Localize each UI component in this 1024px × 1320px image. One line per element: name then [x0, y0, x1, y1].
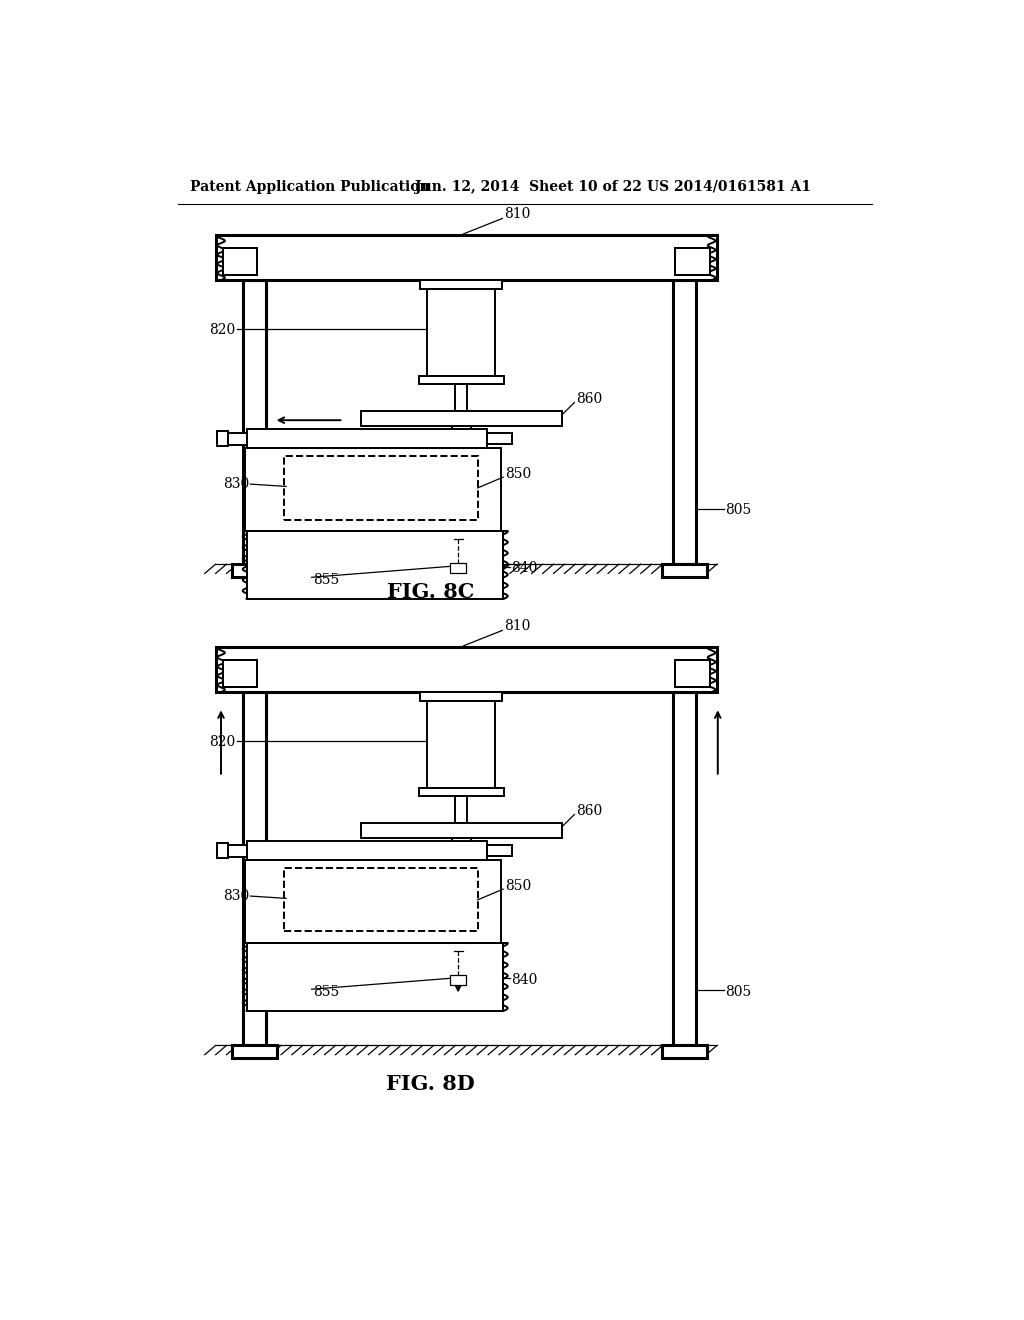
- Bar: [226, 433, 247, 445]
- Bar: [452, 426, 471, 429]
- Text: Patent Application Publication: Patent Application Publication: [190, 180, 430, 194]
- Text: FIG. 8C: FIG. 8C: [387, 582, 474, 602]
- Bar: [231, 564, 276, 577]
- Bar: [247, 429, 486, 447]
- Bar: [231, 1045, 276, 1057]
- Bar: [225, 251, 255, 273]
- Text: 830: 830: [222, 890, 249, 903]
- Text: 840: 840: [511, 561, 538, 576]
- Text: 850: 850: [505, 879, 530, 894]
- Bar: [248, 531, 503, 599]
- Bar: [486, 845, 512, 857]
- Bar: [243, 280, 266, 564]
- Bar: [455, 384, 467, 411]
- Bar: [675, 248, 710, 276]
- Text: 840: 840: [511, 973, 538, 987]
- Bar: [217, 432, 228, 446]
- Text: Jun. 12, 2014  Sheet 10 of 22: Jun. 12, 2014 Sheet 10 of 22: [415, 180, 642, 194]
- Bar: [678, 251, 708, 273]
- Bar: [216, 647, 717, 692]
- Text: 805: 805: [725, 503, 751, 517]
- Bar: [675, 248, 710, 276]
- Text: 855: 855: [313, 985, 340, 998]
- Bar: [222, 660, 257, 688]
- Bar: [486, 433, 512, 444]
- Bar: [427, 289, 496, 376]
- Bar: [420, 692, 503, 701]
- Text: 860: 860: [575, 804, 602, 818]
- Bar: [673, 692, 696, 1045]
- Bar: [675, 660, 710, 688]
- Bar: [222, 660, 257, 688]
- Text: 855: 855: [313, 573, 340, 586]
- Bar: [225, 663, 255, 685]
- Bar: [216, 235, 717, 280]
- Bar: [420, 280, 503, 289]
- Bar: [678, 663, 708, 685]
- Bar: [360, 822, 562, 838]
- Bar: [245, 859, 501, 942]
- Bar: [455, 796, 467, 822]
- Bar: [222, 248, 257, 276]
- Bar: [419, 788, 504, 796]
- Bar: [284, 867, 477, 932]
- Bar: [245, 447, 501, 531]
- Bar: [419, 376, 504, 384]
- Bar: [427, 701, 496, 788]
- Bar: [662, 564, 707, 577]
- Bar: [360, 411, 562, 426]
- Bar: [451, 974, 466, 985]
- Bar: [451, 562, 466, 573]
- Text: 810: 810: [504, 207, 530, 220]
- Bar: [225, 663, 255, 685]
- Bar: [673, 280, 696, 564]
- Text: 860: 860: [575, 392, 602, 407]
- Text: 820: 820: [209, 735, 234, 748]
- Bar: [225, 251, 255, 273]
- Bar: [662, 1045, 707, 1057]
- Bar: [243, 692, 266, 1045]
- Bar: [284, 455, 477, 520]
- Text: 810: 810: [504, 619, 530, 632]
- Bar: [247, 841, 486, 859]
- Bar: [217, 843, 228, 858]
- Bar: [452, 838, 471, 841]
- Bar: [226, 845, 247, 857]
- Bar: [675, 660, 710, 688]
- Text: 850: 850: [505, 467, 530, 480]
- Text: FIG. 8D: FIG. 8D: [386, 1074, 475, 1094]
- Text: 805: 805: [725, 985, 751, 998]
- Bar: [222, 248, 257, 276]
- Text: US 2014/0161581 A1: US 2014/0161581 A1: [647, 180, 811, 194]
- Bar: [248, 942, 503, 1011]
- Text: 820: 820: [209, 323, 234, 337]
- Text: 830: 830: [222, 477, 249, 491]
